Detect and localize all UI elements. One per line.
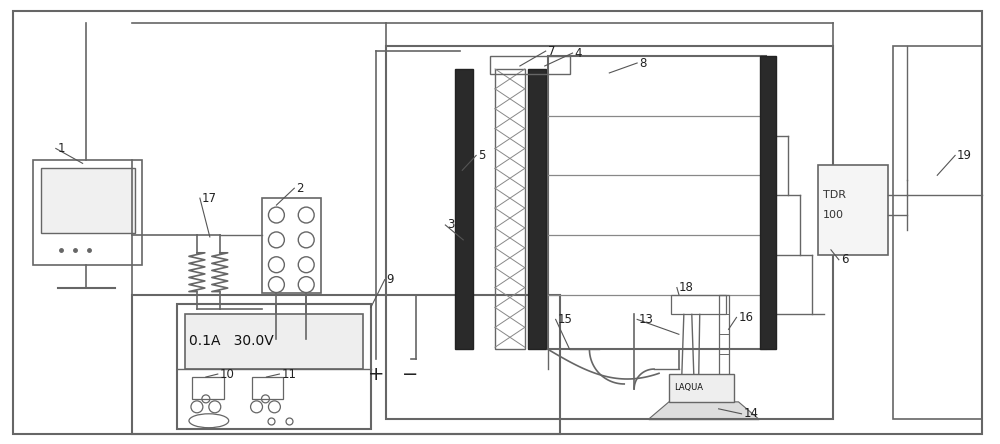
Text: 7: 7 bbox=[548, 44, 555, 58]
Bar bbox=[490, 56, 570, 74]
Text: 11: 11 bbox=[281, 368, 296, 381]
Bar bbox=[33, 160, 142, 265]
Bar bbox=[386, 46, 833, 419]
Text: 100: 100 bbox=[823, 210, 844, 220]
Bar bbox=[455, 69, 473, 349]
Text: 2: 2 bbox=[296, 182, 304, 195]
Text: −: − bbox=[402, 365, 419, 384]
Polygon shape bbox=[649, 402, 758, 419]
Bar bbox=[671, 294, 726, 314]
Text: 0.1A   30.0V: 0.1A 30.0V bbox=[189, 334, 274, 348]
Text: 10: 10 bbox=[220, 368, 235, 381]
Bar bbox=[132, 294, 560, 434]
Bar bbox=[528, 69, 546, 349]
Bar bbox=[760, 56, 776, 349]
Bar bbox=[185, 314, 363, 369]
Text: TDR: TDR bbox=[823, 190, 846, 200]
Text: 13: 13 bbox=[639, 313, 654, 326]
Bar bbox=[41, 168, 135, 233]
Bar bbox=[719, 294, 729, 394]
Text: 1: 1 bbox=[58, 142, 65, 155]
Text: 15: 15 bbox=[558, 313, 573, 326]
Text: 8: 8 bbox=[639, 56, 646, 70]
Bar bbox=[669, 374, 734, 402]
Text: 6: 6 bbox=[841, 253, 848, 266]
Bar bbox=[548, 56, 766, 349]
Text: 5: 5 bbox=[478, 149, 486, 162]
Text: 4: 4 bbox=[575, 47, 582, 59]
Text: 3: 3 bbox=[447, 218, 455, 231]
Bar bbox=[177, 305, 371, 429]
Text: 18: 18 bbox=[679, 281, 694, 294]
Text: 9: 9 bbox=[387, 273, 394, 286]
Text: 17: 17 bbox=[202, 192, 217, 205]
Text: 19: 19 bbox=[957, 149, 972, 162]
Bar bbox=[495, 69, 525, 349]
Bar bbox=[262, 198, 321, 293]
Bar bbox=[192, 377, 224, 399]
Text: 14: 14 bbox=[743, 407, 758, 420]
Text: LAQUA: LAQUA bbox=[674, 384, 703, 392]
Bar bbox=[252, 377, 283, 399]
Text: +: + bbox=[368, 365, 384, 384]
Bar bbox=[818, 165, 888, 255]
Text: 16: 16 bbox=[738, 311, 753, 324]
Bar bbox=[893, 46, 982, 419]
